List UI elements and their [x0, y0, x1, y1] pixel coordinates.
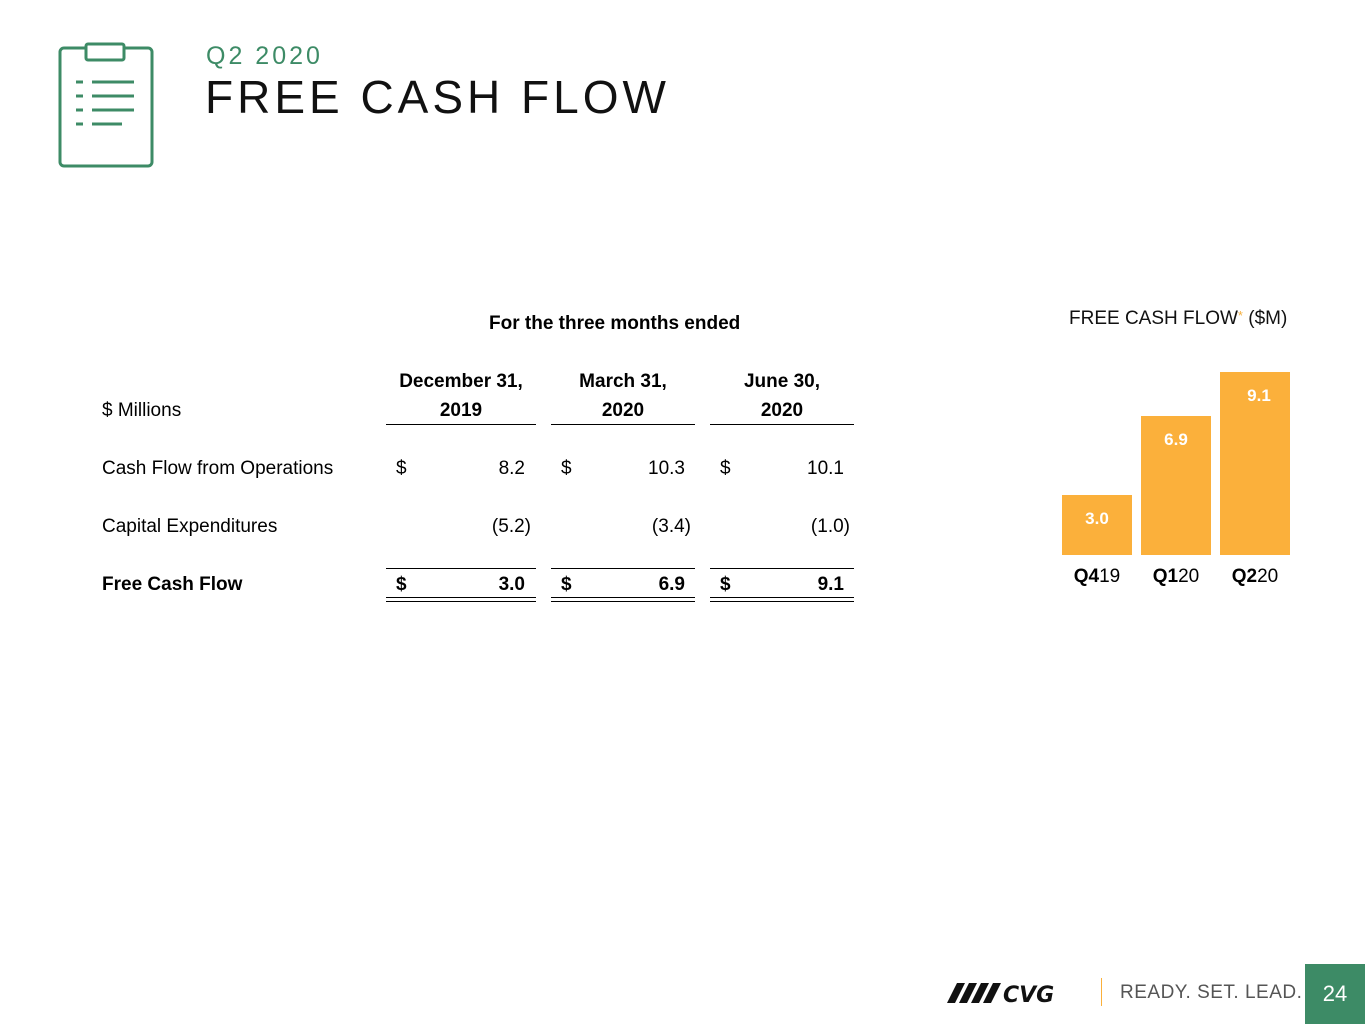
table-cell: 8.2 — [498, 458, 525, 479]
col-header-line2: 2020 — [760, 400, 804, 421]
table-cell: (1.0) — [810, 516, 850, 537]
header-underline — [710, 424, 854, 425]
chart-bar — [1062, 494, 1132, 555]
chart-bar — [1220, 372, 1290, 555]
chart-title-text: FREE CASH FLOW — [1069, 308, 1238, 329]
logo-text: CVG — [1003, 983, 1054, 1005]
header-underline — [551, 424, 695, 425]
header-underline — [386, 424, 536, 425]
total-topline — [386, 568, 536, 569]
col-header-line1: December 31, — [399, 371, 523, 392]
category-label: Q220 — [1231, 566, 1279, 587]
currency-symbol: $ — [720, 458, 731, 479]
col-header-line1: June 30, — [743, 371, 821, 392]
currency-symbol: $ — [720, 574, 731, 595]
chart-title-marker: * — [1237, 308, 1243, 323]
total-topline — [710, 568, 854, 569]
currency-symbol: $ — [396, 458, 407, 479]
chart-title: FREE CASH FLOW* ($M) — [1069, 308, 1287, 330]
table-cell: 3.0 — [498, 574, 525, 595]
col-header-line2: 2019 — [439, 400, 483, 421]
section-subtitle: Q2 2020 — [206, 42, 323, 70]
row-label: Cash Flow from Operations — [102, 458, 334, 479]
clipboard-icon — [58, 42, 154, 168]
bar-value-label: 6.9 — [1164, 430, 1188, 450]
row-label: Free Cash Flow — [102, 574, 243, 595]
currency-symbol: $ — [561, 574, 572, 595]
table-cell: (5.2) — [491, 516, 531, 537]
category-label: Q120 — [1152, 566, 1200, 587]
footer-divider — [1101, 978, 1102, 1006]
total-double-underline — [551, 597, 695, 602]
total-double-underline — [386, 597, 536, 602]
table-cell: 10.3 — [648, 458, 685, 479]
chart-title-unit: ($M) — [1248, 308, 1288, 329]
chart-bar — [1141, 416, 1211, 555]
table-cell: 10.1 — [807, 458, 844, 479]
unit-label: $ Millions — [102, 400, 182, 421]
currency-symbol: $ — [396, 574, 407, 595]
bar-value-label: 9.1 — [1247, 386, 1271, 405]
page-title: FREE CASH FLOW — [205, 71, 670, 123]
tagline: READY. SET. LEAD. — [1120, 982, 1303, 1003]
group-header: For the three months ended — [489, 313, 741, 334]
total-topline — [551, 568, 695, 569]
col-header-line1: March 31, — [579, 371, 667, 392]
page-number: 24 — [1305, 964, 1365, 1024]
table-cell: 6.9 — [658, 574, 685, 595]
bar-value-label: 3.0 — [1085, 508, 1109, 528]
cvg-logo: CVG — [947, 983, 1054, 1005]
table-cell: (3.4) — [651, 516, 691, 537]
category-label: Q419 — [1073, 566, 1121, 587]
col-header-line2: 2020 — [601, 400, 645, 421]
table-cell: 9.1 — [817, 574, 844, 595]
total-double-underline — [710, 597, 854, 602]
row-label: Capital Expenditures — [102, 516, 278, 537]
currency-symbol: $ — [561, 458, 572, 479]
